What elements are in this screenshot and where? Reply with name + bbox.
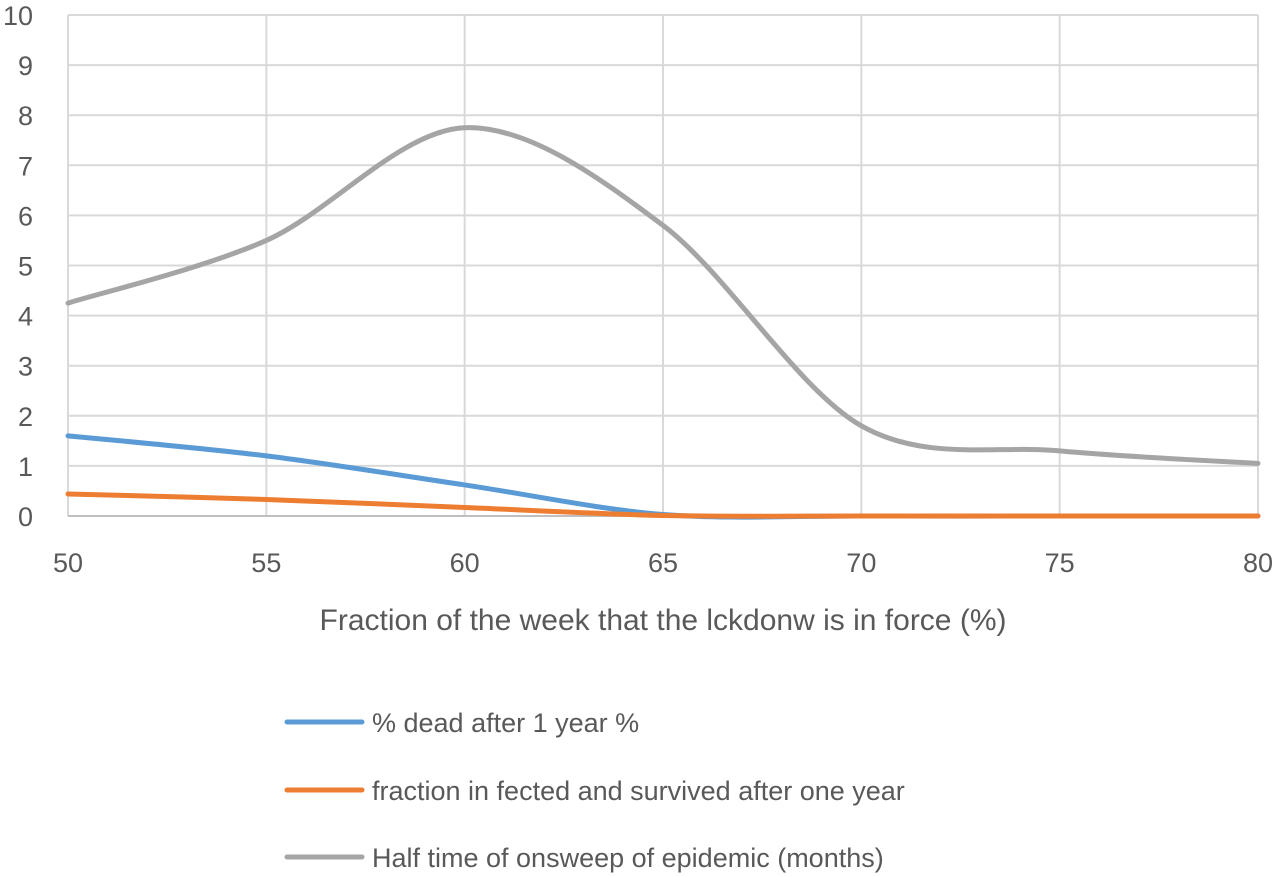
x-tick-labels: 50 55 60 65 70 75 80 [53,548,1273,578]
series-lines [65,125,1261,520]
x-tick-label: 55 [251,548,281,578]
y-tick-label: 2 [18,402,33,432]
legend-label-0: % dead after 1 year % [372,708,639,738]
x-tick-label: 60 [450,548,480,578]
x-tick-label: 75 [1045,548,1075,578]
legend-label-2: Half time of onsweep of epidemic (months… [372,843,884,873]
y-tick-label: 6 [18,201,33,231]
y-tick-label: 3 [18,352,33,382]
x-tick-label: 80 [1243,548,1273,578]
series-line-2 [65,125,1261,466]
x-tick-label: 70 [846,548,876,578]
y-tick-label: 5 [18,252,33,282]
y-tick-label: 9 [18,51,33,81]
y-tick-labels: 0 1 2 3 4 5 6 7 8 9 10 [3,1,33,532]
series-line-1 [65,491,1261,519]
x-tick-label: 50 [53,548,83,578]
y-tick-label: 0 [18,502,33,532]
y-tick-label: 1 [18,452,33,482]
y-tick-label: 10 [3,1,33,31]
y-tick-label: 7 [18,151,33,181]
y-tick-label: 4 [18,302,33,332]
x-tick-label: 65 [648,548,678,578]
y-tick-label: 8 [18,101,33,131]
legend: % dead after 1 year % fraction in fected … [284,708,905,873]
legend-label-1: fraction in fected and survived after on… [372,776,905,806]
x-axis-title: Fraction of the week that the lckdonw is… [320,604,1007,637]
gridlines [67,14,1259,516]
